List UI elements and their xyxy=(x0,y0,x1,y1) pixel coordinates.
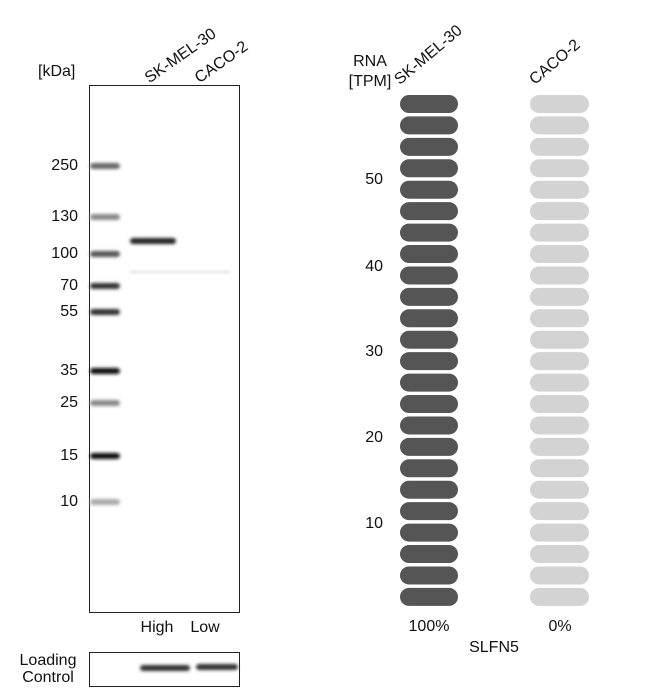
pill xyxy=(530,137,589,156)
ladder-band xyxy=(90,163,120,169)
gene-label: SLFN5 xyxy=(469,639,519,656)
ladder-band xyxy=(90,453,120,459)
pill xyxy=(530,223,589,242)
ladder-band xyxy=(90,499,120,505)
pill xyxy=(400,95,458,113)
pill xyxy=(400,502,458,521)
pill xyxy=(400,373,458,392)
pill xyxy=(400,159,458,178)
tick-label: 40 xyxy=(365,258,383,275)
pill xyxy=(400,545,458,564)
pill xyxy=(400,523,458,542)
pill xyxy=(400,566,458,585)
pill xyxy=(530,373,589,392)
pill xyxy=(530,309,589,328)
ladder-band xyxy=(90,368,120,374)
marker-label: 250 xyxy=(51,157,78,174)
pill xyxy=(530,352,589,371)
ladder-band xyxy=(90,309,120,315)
pill xyxy=(400,202,458,221)
pill xyxy=(400,266,458,285)
pill xyxy=(530,480,589,499)
pill xyxy=(530,180,589,199)
pill xyxy=(400,480,458,499)
marker-label: 70 xyxy=(60,277,78,294)
pill xyxy=(530,566,589,585)
pill xyxy=(400,352,458,371)
marker-label: 100 xyxy=(51,245,78,262)
level-label: Low xyxy=(190,619,220,636)
pill xyxy=(400,330,458,349)
rna-unit: [TPM] xyxy=(349,73,392,90)
marker-label: 55 xyxy=(60,303,78,320)
pill xyxy=(530,502,589,521)
pill xyxy=(530,159,589,178)
tick-label: 20 xyxy=(365,429,383,446)
pill xyxy=(530,416,589,435)
ladder-band xyxy=(90,400,120,406)
pill xyxy=(400,137,458,156)
ladder-band xyxy=(90,283,120,289)
unit-label: [kDa] xyxy=(38,63,75,80)
marker-label: 25 xyxy=(60,394,78,411)
pill xyxy=(530,202,589,221)
blot-frame xyxy=(89,85,240,613)
pill xyxy=(530,523,589,542)
pill xyxy=(530,587,589,606)
sample-band xyxy=(130,238,176,244)
loading-band xyxy=(140,665,190,671)
sample-label: SK-MEL-30 xyxy=(391,22,465,88)
loading-label: Control xyxy=(22,669,74,686)
pill xyxy=(530,545,589,564)
pill xyxy=(400,223,458,242)
pill xyxy=(400,309,458,328)
pill xyxy=(400,437,458,456)
pill xyxy=(400,287,458,306)
percentage: 100% xyxy=(409,618,450,635)
pill xyxy=(400,116,458,135)
tick-label: 50 xyxy=(365,171,383,188)
pill xyxy=(530,266,589,285)
marker-label: 15 xyxy=(60,447,78,464)
pill xyxy=(530,395,589,414)
pill xyxy=(530,95,589,113)
ladder-band xyxy=(90,251,120,257)
pills xyxy=(400,95,589,606)
level-label: High xyxy=(141,619,174,636)
ladder xyxy=(90,163,120,505)
loading-label: Loading xyxy=(20,652,77,669)
pill xyxy=(400,395,458,414)
ladder-band xyxy=(90,214,120,220)
marker-label: 10 xyxy=(60,493,78,510)
pill xyxy=(400,416,458,435)
pill xyxy=(400,245,458,264)
pill xyxy=(400,587,458,606)
pill xyxy=(530,245,589,264)
percentage: 0% xyxy=(548,618,571,635)
faint-band xyxy=(130,271,230,273)
loading-band xyxy=(196,664,238,670)
pill xyxy=(400,180,458,199)
pill xyxy=(530,459,589,478)
pill xyxy=(530,116,589,135)
sample-label: CACO-2 xyxy=(526,36,583,88)
pill xyxy=(530,437,589,456)
marker-label: 130 xyxy=(51,208,78,225)
marker-label: 35 xyxy=(60,362,78,379)
pill xyxy=(530,287,589,306)
pill xyxy=(400,459,458,478)
pill xyxy=(530,330,589,349)
tick-label: 10 xyxy=(365,515,383,532)
rna-unit: RNA xyxy=(353,53,387,70)
tick-label: 30 xyxy=(365,343,383,360)
